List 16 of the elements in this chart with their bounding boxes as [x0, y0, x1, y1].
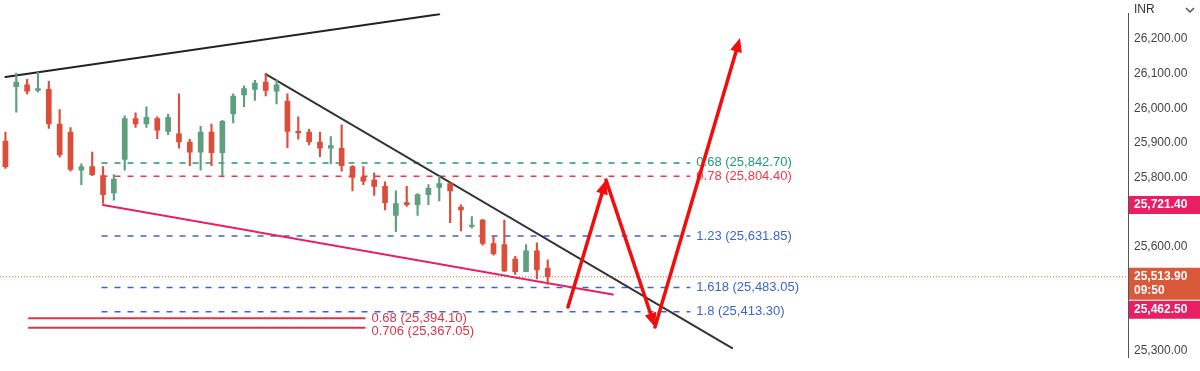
y-tick-label: 26,000.00 [1134, 100, 1188, 115]
text: 09:50 [1134, 283, 1166, 298]
ref-line-label: 1.8 (25,413.30) [696, 303, 785, 319]
ref-line-label: 0.68 (25,394.10) [371, 309, 467, 325]
text: 25,462.50 [1134, 302, 1188, 317]
ref-line-label: 1.618 (25,483.05) [696, 279, 799, 295]
text: 25,721.40 [1134, 197, 1188, 212]
y-tick-label: 26,100.00 [1134, 66, 1188, 81]
y-tick-label: 25,300.00 [1134, 343, 1188, 358]
ref-line-label: 25,513.90 [1134, 269, 1188, 284]
text: INR [1134, 2, 1155, 17]
y-tick-label: 26,200.00 [1134, 31, 1188, 46]
y-tick-label: 25,800.00 [1134, 170, 1188, 185]
y-tick-label: 25,600.00 [1134, 239, 1188, 254]
ref-line-label: 1.23 (25,631.85) [696, 227, 792, 243]
y-tick-label: 25,900.00 [1134, 135, 1188, 150]
